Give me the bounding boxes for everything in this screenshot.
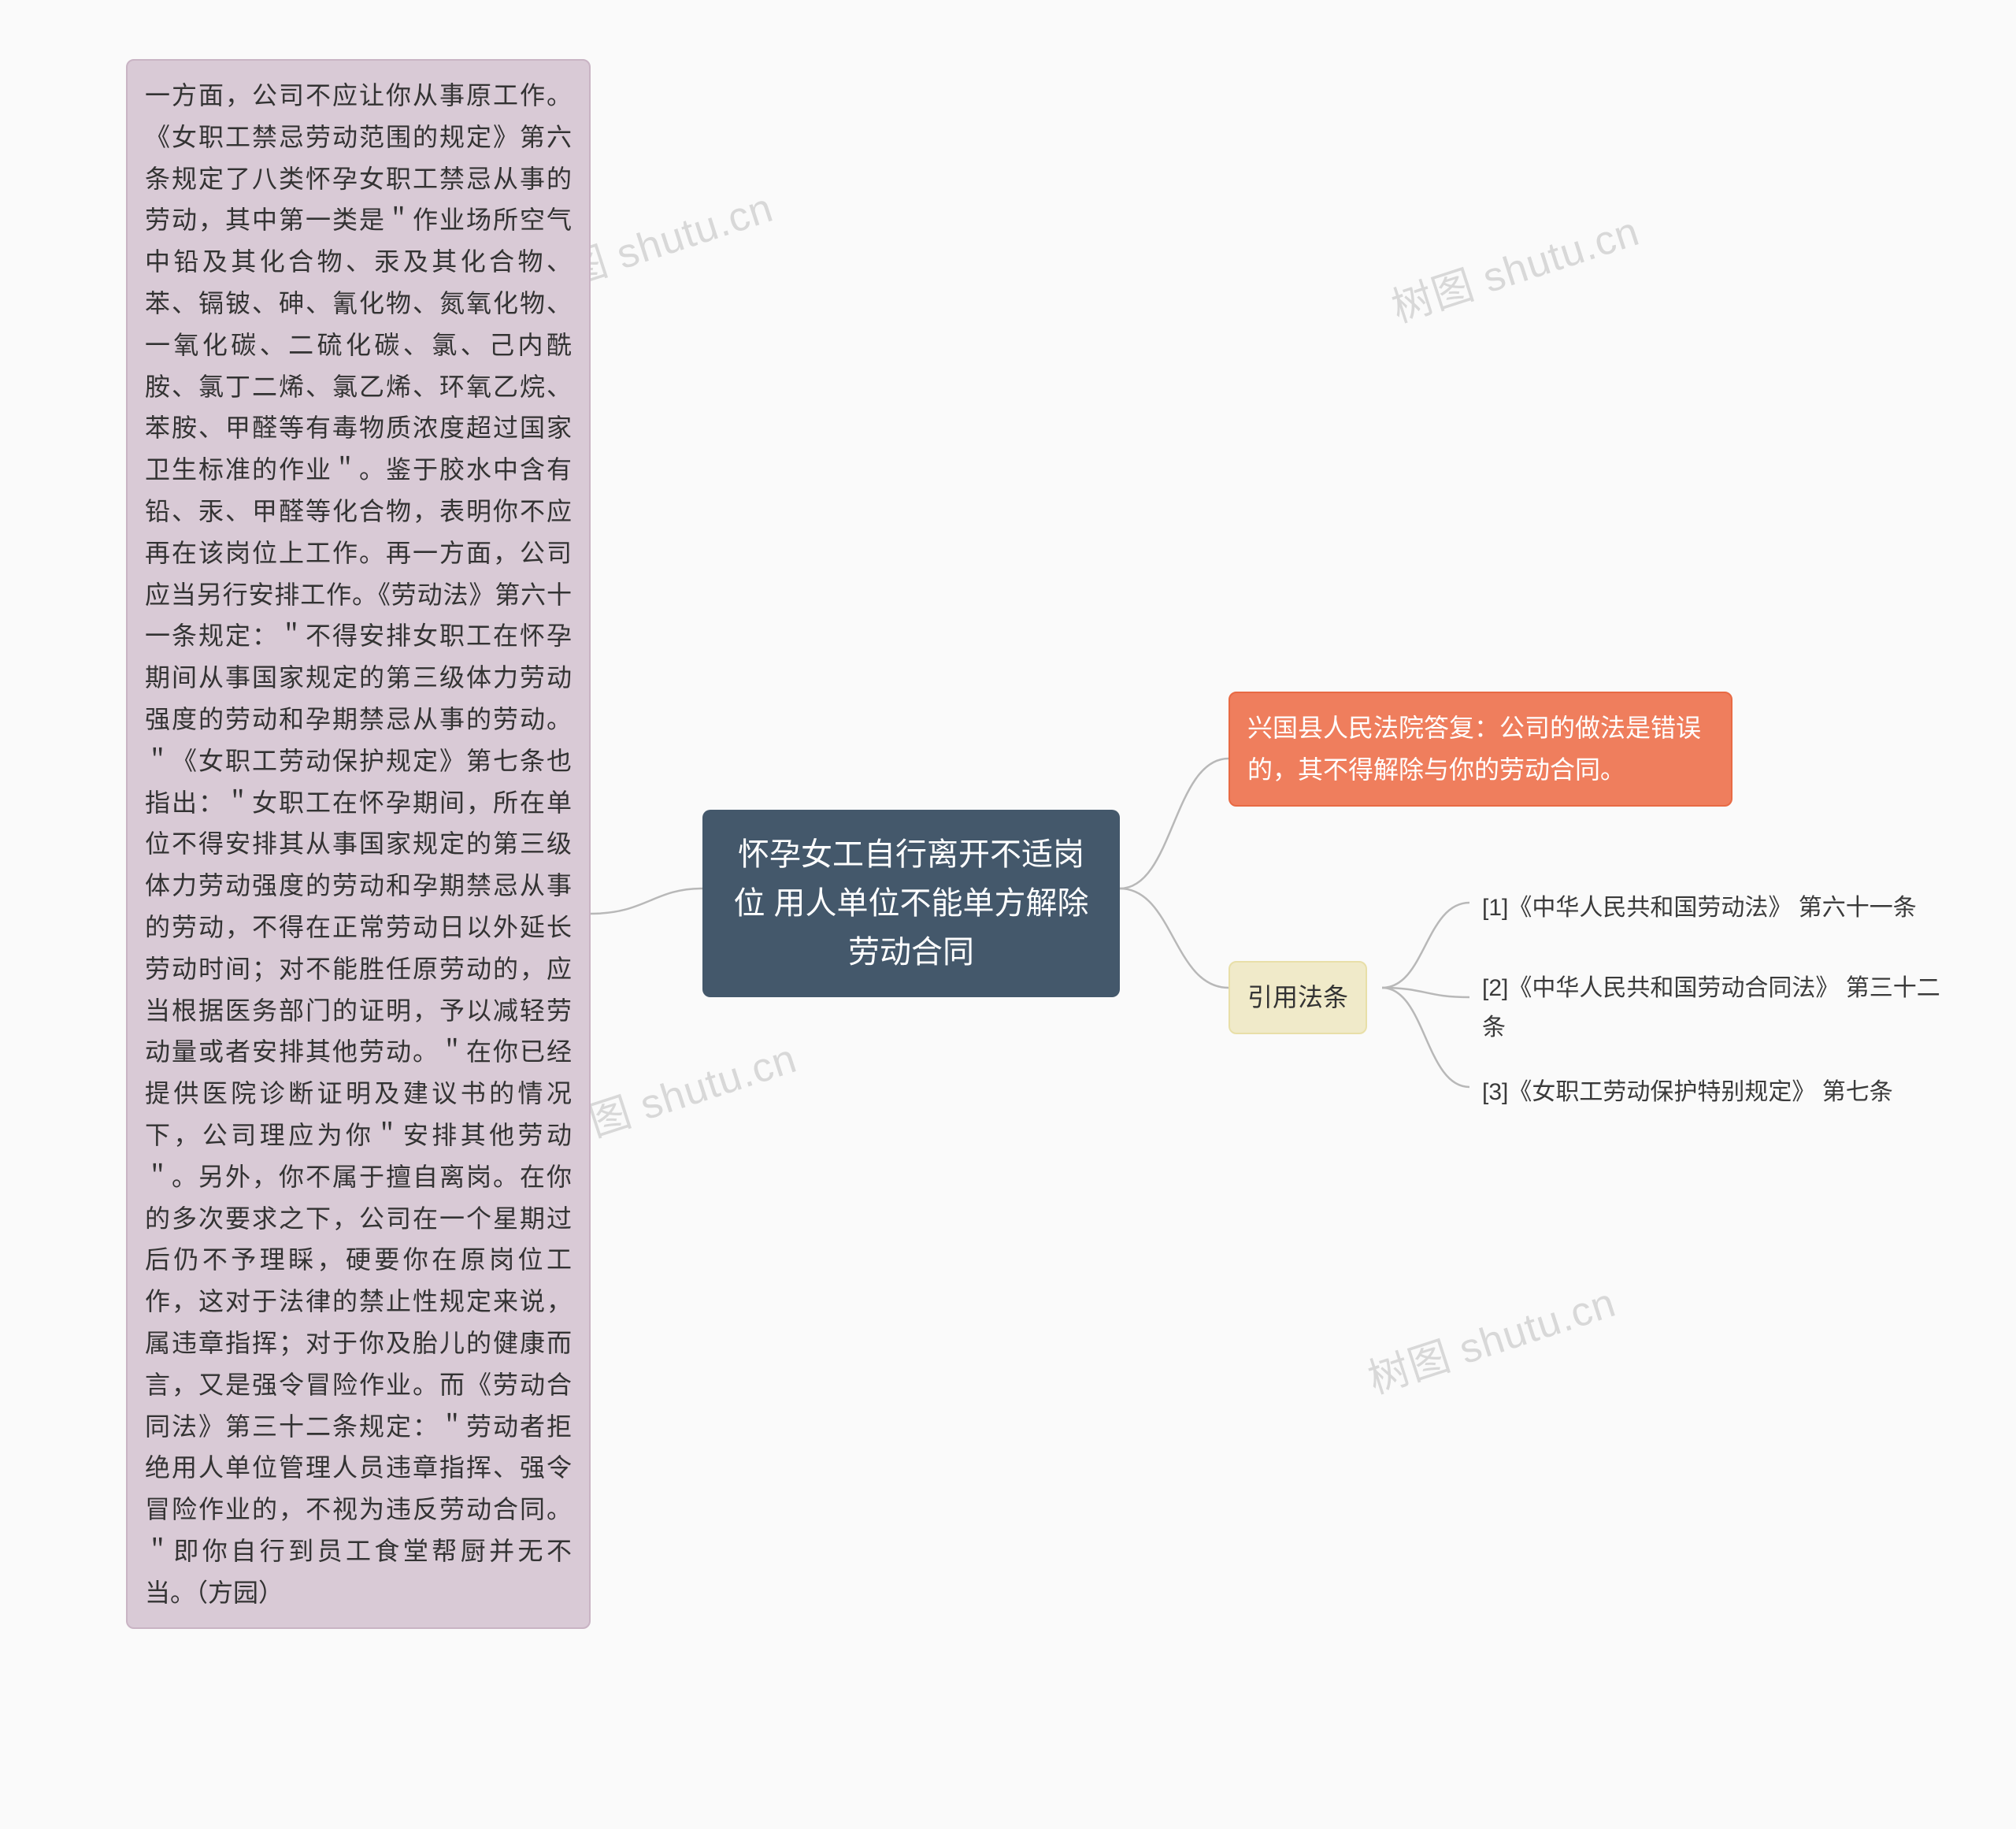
detail-explanation-node: 一方面，公司不应让你从事原工作。《女职工禁忌劳动范围的规定》第六条规定了八类怀孕… [126,59,591,1629]
law-reference-1: [1]《中华人民共和国劳动法》 第六十一条 [1469,879,1958,937]
root-line1: 怀孕女工自行离开不适岗 [738,837,1084,872]
root-line2: 位 用人单位不能单方解除 [733,886,1088,921]
root-line3: 劳动合同 [848,935,974,970]
cited-laws-node: 引用法条 [1228,961,1367,1034]
root-node: 怀孕女工自行离开不适岗 位 用人单位不能单方解除 劳动合同 [702,810,1120,997]
law-reference-3: [3]《女职工劳动保护特别规定》 第七条 [1469,1063,1958,1122]
watermark: 树图 shutu.cn [1383,198,1645,333]
law-reference-2: [2]《中华人民共和国劳动合同法》 第三十二条 [1469,959,1958,1056]
watermark: 树图 shutu.cn [1359,1269,1621,1404]
court-answer-node: 兴国县人民法院答复：公司的做法是错误的，其不得解除与你的劳动合同。 [1228,692,1732,807]
